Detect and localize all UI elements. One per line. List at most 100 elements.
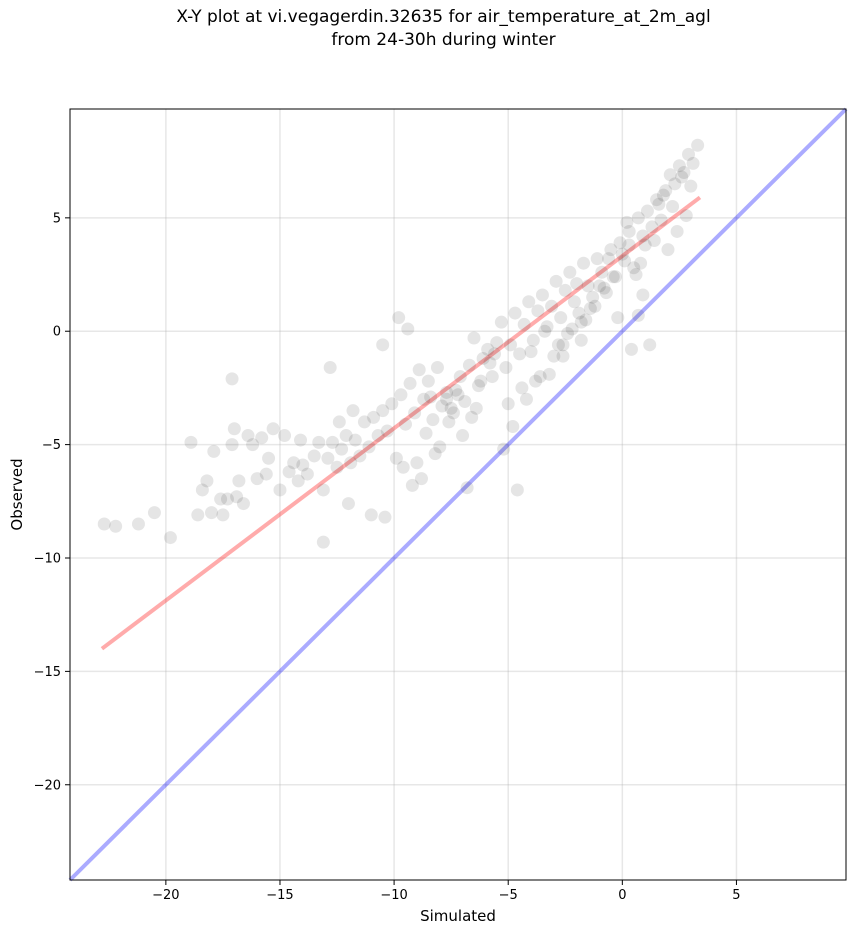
data-point [506,419,520,433]
data-point [613,236,627,250]
data-point [330,460,344,474]
data-point [259,467,273,481]
data-points [97,138,705,549]
data-point [236,497,250,511]
data-point [668,177,682,191]
data-point [549,274,563,288]
data-point [565,322,579,336]
data-point [442,415,456,429]
data-point [542,367,556,381]
data-point [481,342,495,356]
data-point [631,308,645,322]
data-point [535,288,549,302]
data-point [672,159,686,173]
data-point [316,483,330,497]
data-point [394,388,408,402]
x-tick-label: −5 [499,888,518,903]
data-point [282,465,296,479]
data-point [606,270,620,284]
data-point [321,451,335,465]
data-point [444,401,458,415]
data-point [325,435,339,449]
data-point [346,404,360,418]
data-point [597,281,611,295]
data-point [620,215,634,229]
data-point [191,508,205,522]
data-point [131,517,145,531]
data-point [472,379,486,393]
data-point [579,313,593,327]
data-point [255,431,269,445]
data-point [458,395,472,409]
data-point [195,483,209,497]
data-point [339,429,353,443]
data-point [316,535,330,549]
data-point [497,442,511,456]
data-point [246,438,260,452]
data-point [323,361,337,375]
data-point [640,204,654,218]
data-point [250,472,264,486]
data-point [659,184,673,198]
data-point [435,399,449,413]
y-tick-label: 0 [53,325,61,340]
x-tick-label: −10 [380,888,407,903]
data-point [147,506,161,520]
data-point [163,531,177,545]
y-tick-label: −5 [42,438,61,453]
data-point [615,247,629,261]
data-point [647,234,661,248]
data-point [241,429,255,443]
data-point [686,156,700,170]
data-point [469,401,483,415]
data-point [332,415,346,429]
data-point [510,483,524,497]
data-point [449,383,463,397]
data-point [273,483,287,497]
data-point [524,345,538,359]
data-point [604,243,618,257]
data-point [227,422,241,436]
data-point [533,370,547,384]
data-point [643,338,657,352]
data-point [207,444,221,458]
data-point [675,170,689,184]
data-point [419,426,433,440]
data-point [200,474,214,488]
data-point [636,229,650,243]
data-point [494,315,508,329]
data-point [410,456,424,470]
data-point [595,265,609,279]
data-point [367,410,381,424]
data-point [421,374,435,388]
data-point [513,347,527,361]
data-point [485,370,499,384]
data-point [341,497,355,511]
data-point [460,481,474,495]
data-point [378,510,392,524]
grid-lines [70,109,846,880]
data-point [262,451,276,465]
data-point [408,406,422,420]
data-point [501,397,515,411]
data-point [540,320,554,334]
data-point [230,490,244,504]
data-point [371,429,385,443]
data-point [353,449,367,463]
plot-frame [69,108,847,881]
data-point [499,361,513,375]
data-point [531,304,545,318]
data-point [503,338,517,352]
data-point [599,286,613,300]
data-point [417,392,431,406]
data-point [412,363,426,377]
data-point [385,397,399,411]
data-point [624,342,638,356]
data-point [335,442,349,456]
data-point [654,213,668,227]
data-point [294,433,308,447]
data-point [364,508,378,522]
data-point [357,415,371,429]
data-point [376,404,390,418]
